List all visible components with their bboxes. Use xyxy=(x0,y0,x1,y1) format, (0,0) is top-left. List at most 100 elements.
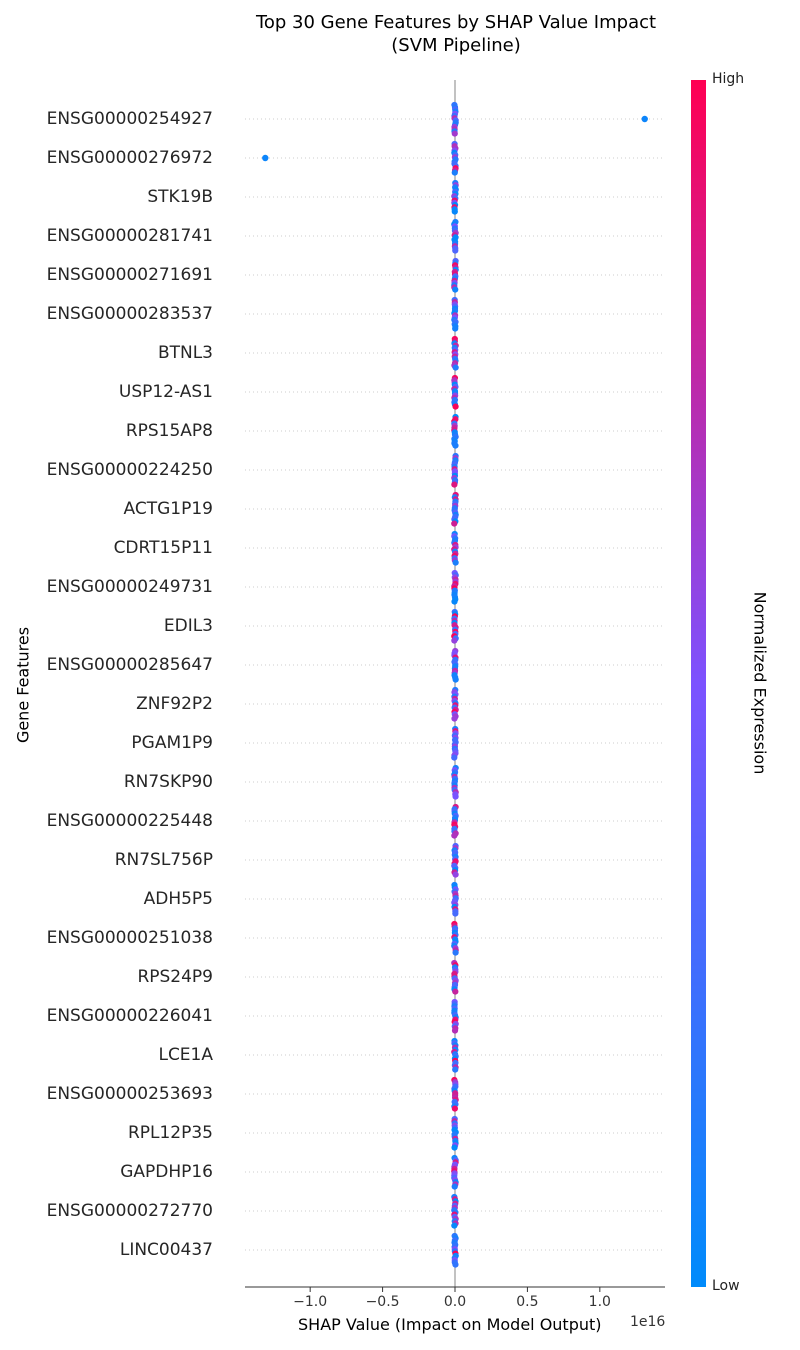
data-point xyxy=(451,754,458,761)
data-point xyxy=(451,130,458,137)
x-tick-label: 1.0 xyxy=(588,1294,611,1310)
feature-label: GAPDHP16 xyxy=(120,1162,213,1182)
outlier-point xyxy=(262,154,269,162)
feature-label: RPL12P35 xyxy=(127,1123,213,1143)
colorbar-high-label: High xyxy=(712,71,745,87)
feature-point-cluster xyxy=(451,647,459,683)
feature-label: RPS15AP8 xyxy=(125,421,213,441)
colorbar xyxy=(691,80,706,1287)
feature-label: USP12-AS1 xyxy=(118,382,213,402)
feature-point-cluster xyxy=(451,335,459,371)
data-point xyxy=(452,910,459,917)
x-tick-label: −0.5 xyxy=(365,1294,400,1310)
feature-point-cluster xyxy=(451,1037,459,1073)
feature-point-cluster xyxy=(451,608,459,644)
feature-point-cluster xyxy=(451,452,459,488)
feature-label: STK19B xyxy=(147,187,213,207)
x-offset-label: 1e16 xyxy=(630,1314,666,1330)
data-point xyxy=(452,247,459,254)
feature-point-cluster xyxy=(451,842,459,878)
data-point xyxy=(451,832,458,839)
feature-point-cluster xyxy=(451,491,459,527)
feature-label: ENSG00000272770 xyxy=(46,1201,213,1221)
feature-label: ENSG00000224250 xyxy=(46,460,213,480)
feature-label: RPS24P9 xyxy=(137,967,213,987)
feature-point-cluster xyxy=(451,1193,459,1229)
feature-label: ENSG00000276972 xyxy=(46,148,213,168)
feature-label: CDRT15P11 xyxy=(113,538,213,558)
data-point xyxy=(452,325,459,332)
data-point xyxy=(452,793,459,800)
feature-point-cluster xyxy=(451,686,459,722)
data-point xyxy=(451,1222,458,1229)
feature-label: LINC00437 xyxy=(119,1240,213,1260)
feature-label: ACTG1P19 xyxy=(123,499,213,519)
feature-point-cluster xyxy=(451,998,459,1034)
feature-label: RN7SL756P xyxy=(114,850,213,870)
feature-label: ENSG00000254927 xyxy=(46,109,213,129)
data-point xyxy=(452,1066,459,1073)
data-point xyxy=(451,637,458,644)
data-point xyxy=(452,988,459,995)
feature-point-cluster xyxy=(451,374,459,410)
feature-point-cluster xyxy=(451,296,459,332)
outlier-point xyxy=(641,115,648,123)
feature-label: ENSG00000271691 xyxy=(46,265,213,285)
x-tick-label: 0.0 xyxy=(443,1294,467,1310)
feature-point-cluster xyxy=(451,530,459,566)
x-tick-label: −1.0 xyxy=(293,1294,328,1310)
feature-label: EDIL3 xyxy=(163,616,213,636)
feature-point-cluster xyxy=(451,218,459,254)
data-point xyxy=(451,1144,458,1151)
feature-label: ADH5P5 xyxy=(143,889,213,909)
data-point xyxy=(452,676,459,683)
data-point xyxy=(452,949,459,956)
feature-point-cluster xyxy=(451,1154,459,1190)
feature-point-cluster xyxy=(451,101,459,137)
colorbar-low-label: Low xyxy=(712,1278,740,1294)
data-point xyxy=(452,442,459,449)
feature-point-cluster xyxy=(451,140,459,176)
data-point xyxy=(452,1261,459,1268)
feature-label: BTNL3 xyxy=(157,343,213,363)
feature-label: ENSG00000226041 xyxy=(46,1006,213,1026)
feature-label: ENSG00000251038 xyxy=(46,928,213,948)
feature-point-cluster xyxy=(451,179,459,215)
feature-label: ENSG00000285647 xyxy=(46,655,213,675)
data-point xyxy=(451,1027,459,1034)
data-point xyxy=(451,208,458,215)
feature-label: PGAM1P9 xyxy=(131,733,213,753)
feature-point-cluster xyxy=(451,959,459,995)
feature-point-cluster xyxy=(451,257,459,293)
feature-point-cluster xyxy=(451,569,459,605)
feature-point-cluster xyxy=(451,413,459,449)
x-tick-label: 0.5 xyxy=(516,1294,539,1310)
feature-label: ENSG00000249731 xyxy=(46,577,213,597)
feature-label: ENSG00000253693 xyxy=(46,1084,213,1104)
feature-point-cluster xyxy=(451,881,459,917)
y-axis-title: Gene Features xyxy=(13,626,33,744)
data-point xyxy=(451,481,458,488)
feature-point-cluster xyxy=(451,1115,459,1151)
chart-subtitle: (SVM Pipeline) xyxy=(391,35,521,56)
feature-label: RN7SKP90 xyxy=(123,772,213,792)
feature-point-cluster xyxy=(451,1232,459,1268)
data-point xyxy=(452,871,459,878)
data-point xyxy=(451,1183,458,1190)
feature-point-cluster xyxy=(451,1076,459,1112)
data-points xyxy=(262,101,648,1268)
x-axis xyxy=(245,1286,665,1292)
feature-label: LCE1A xyxy=(158,1045,213,1065)
x-axis-title: SHAP Value (Impact on Model Output) xyxy=(298,1315,602,1334)
feature-point-cluster xyxy=(451,725,459,761)
data-point xyxy=(452,286,459,293)
colorbar-title: Normalized Expression xyxy=(750,591,770,775)
data-point xyxy=(451,598,458,605)
feature-label: ENSG00000225448 xyxy=(46,811,213,831)
chart-title: Top 30 Gene Features by SHAP Value Impac… xyxy=(255,12,657,33)
data-point xyxy=(451,715,458,722)
data-point xyxy=(451,1105,458,1112)
feature-point-cluster xyxy=(451,920,459,956)
data-point xyxy=(451,520,458,527)
